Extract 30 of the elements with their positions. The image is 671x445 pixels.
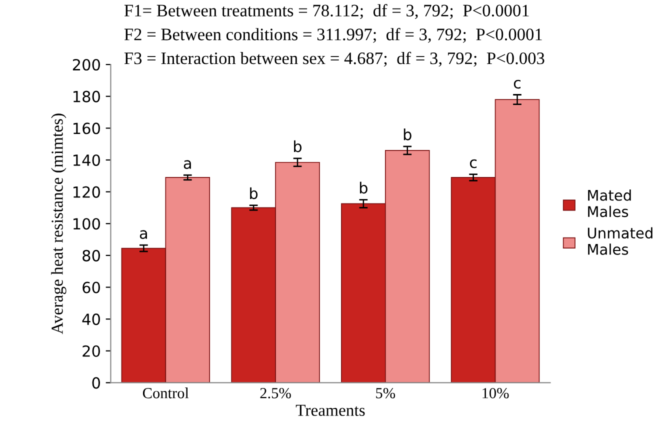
data-label: b <box>360 182 368 194</box>
data-label: b <box>404 128 412 140</box>
x-tick-label: 2.5% <box>260 388 291 398</box>
text: F2 = Between conditions = 311.997; df = 3, 792; P<0.0001 <box>124 28 542 43</box>
y-tick-label: 40 <box>82 314 100 326</box>
x-tick-label: 10% <box>482 388 509 398</box>
y-tick-label: 20 <box>82 345 100 357</box>
y-tick-label: 60 <box>82 282 100 294</box>
data-label: b <box>294 140 302 152</box>
y-tick-label: 120 <box>74 186 100 198</box>
y-tick-label: 180 <box>74 90 100 102</box>
annotation: F3 = Interaction between sex = 4.687; df = 3, 792; P<0.003 <box>124 52 544 67</box>
y-tick-label: 0 <box>92 377 100 389</box>
data-label: c <box>470 159 477 168</box>
data-label: a <box>184 160 191 169</box>
y-tick-label: 140 <box>74 154 100 166</box>
x-tick-label: 5% <box>376 388 396 398</box>
y-tick-label: 160 <box>74 122 100 134</box>
data-label: c <box>514 80 521 89</box>
legend-label: Mated Males <box>588 190 631 218</box>
y-tick-label: 80 <box>82 250 100 262</box>
x-tick-label: Control <box>142 388 189 398</box>
data-label: a <box>140 230 147 239</box>
y-tick-label: 200 <box>72 58 100 71</box>
y-axis-title: Average heat resistance (mimtes) <box>51 114 66 334</box>
text: F1= Between treatments = 78.112; df = 3, 792; P<0.0001 <box>124 4 529 19</box>
x-axis-title: Treaments <box>296 404 365 416</box>
y-tick-label: 100 <box>74 218 100 230</box>
legend-label: Unmated Males <box>588 227 652 255</box>
data-label: b <box>250 187 258 200</box>
